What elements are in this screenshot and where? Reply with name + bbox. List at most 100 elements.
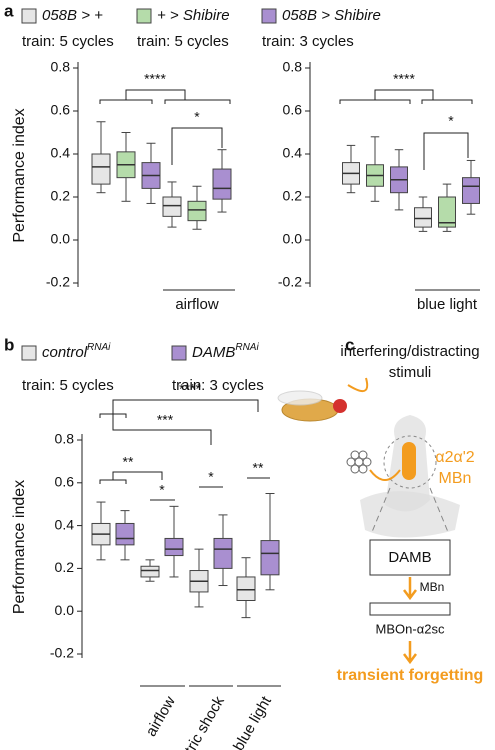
x-tick-label: blue light: [417, 296, 478, 313]
panel-label: a: [4, 1, 14, 20]
zoom-line: [371, 487, 391, 533]
legend-swatch: [21, 345, 37, 361]
legend-sup: RNAi: [87, 342, 111, 353]
y-tick-label: -0.2: [278, 274, 302, 290]
zoom-line: [429, 487, 449, 533]
significance-label: **: [253, 460, 264, 476]
legend-train: train: 5 cycles: [137, 33, 229, 50]
significance-bracket: [112, 399, 259, 414]
y-tick-label: 0.6: [51, 102, 71, 118]
box-body: [213, 537, 233, 569]
box: [116, 132, 136, 202]
box-body: [236, 576, 256, 602]
significance-bracket: [423, 132, 469, 170]
y-tick-label: 0.8: [51, 59, 71, 75]
y-tick-label: 0.4: [283, 145, 303, 161]
box: [91, 121, 111, 194]
significance-bracket: [99, 99, 153, 104]
significance-bracket: [112, 471, 163, 480]
y-tick-label: 0.6: [55, 474, 75, 490]
significance-label: *: [194, 109, 200, 125]
y-tick-label: -0.2: [46, 274, 70, 290]
legend-name: DAMB: [192, 344, 235, 361]
legend-train: train: 3 cycles: [172, 377, 264, 394]
neuron-label: α2α'2: [435, 449, 474, 466]
box: [260, 493, 280, 591]
box: [212, 149, 232, 213]
box-body: [164, 537, 184, 557]
box: [162, 181, 182, 228]
legend-label: 058B > +: [42, 7, 103, 24]
stimuli-label: stimuli: [389, 364, 432, 381]
x-tick-label: airflow: [142, 693, 178, 739]
box-body: [162, 196, 182, 217]
outcome-label: transient forgetting: [337, 667, 484, 684]
significance-bracket: [339, 99, 411, 104]
significance-bracket: [164, 99, 231, 104]
x-tick-label: blue light: [230, 693, 275, 750]
y-tick-label: 0.4: [55, 516, 75, 532]
significance-label: **: [123, 454, 134, 470]
legend-train: train: 3 cycles: [262, 33, 354, 50]
box-body: [91, 153, 111, 185]
box: [91, 501, 111, 561]
legend-label: controlRNAi: [42, 342, 111, 361]
cells: [346, 450, 372, 474]
legend-name: 058B > +: [42, 7, 103, 24]
legend-name: 058B > Shibire: [282, 7, 381, 24]
receptor-label: DAMB: [388, 549, 431, 566]
arrow: [369, 469, 401, 481]
x-tick-label: airflow: [175, 296, 219, 313]
neuron-label: MBn: [439, 470, 472, 487]
legend-swatch: [21, 8, 37, 24]
box-body: [260, 540, 280, 576]
significance-bracket: [171, 127, 223, 165]
focus-circle: [383, 435, 437, 489]
fly-eye: [333, 399, 347, 413]
box-body: [115, 522, 135, 546]
significance-label: ****: [393, 71, 415, 87]
y-tick-label: -0.2: [50, 645, 74, 661]
box: [342, 144, 360, 194]
box: [438, 183, 456, 232]
significance-label: ***: [157, 412, 174, 428]
legend-train: train: 5 cycles: [22, 377, 114, 394]
box-body: [462, 177, 480, 204]
box-body: [140, 565, 160, 578]
source-label: MBn: [420, 580, 445, 594]
legend-swatch: [261, 8, 277, 24]
y-tick-label: 0.0: [55, 602, 75, 618]
legend-name: + > Shibire: [157, 7, 230, 24]
significance-bracket: [112, 414, 212, 445]
box: [462, 159, 480, 215]
significance-label: ****: [144, 71, 166, 87]
y-tick-label: 0.8: [55, 431, 75, 447]
significance-label: *: [448, 113, 454, 129]
y-tick-label: 0.2: [283, 188, 303, 204]
box: [366, 136, 384, 202]
box-body: [187, 200, 207, 222]
legend-name: control: [42, 344, 88, 361]
panel-label: c: [345, 335, 354, 354]
legend-label: + > Shibire: [157, 7, 230, 24]
y-axis-label: Performance index: [11, 108, 28, 242]
stimuli-label: interfering/distracting: [340, 343, 479, 360]
y-tick-label: 0.6: [283, 102, 303, 118]
receptor-box: [369, 539, 451, 576]
target-label: MBOn-α2sc: [376, 621, 445, 636]
significance-label: *: [159, 482, 165, 498]
legend-swatch: [171, 345, 187, 361]
significance-bracket: [374, 89, 434, 100]
arrow: [347, 377, 369, 393]
box: [414, 196, 432, 232]
legend-label: 058B > Shibire: [282, 7, 381, 24]
y-tick-label: 0.4: [51, 145, 71, 161]
legend-train: train: 5 cycles: [22, 33, 114, 50]
legend-label: DAMBRNAi: [192, 342, 259, 361]
box: [115, 510, 135, 561]
diagram: interfering/distracting stimuli α2α'2 MB…: [277, 343, 484, 684]
box: [164, 505, 184, 578]
y-tick-label: 0.2: [55, 559, 75, 575]
box-body: [438, 196, 456, 228]
